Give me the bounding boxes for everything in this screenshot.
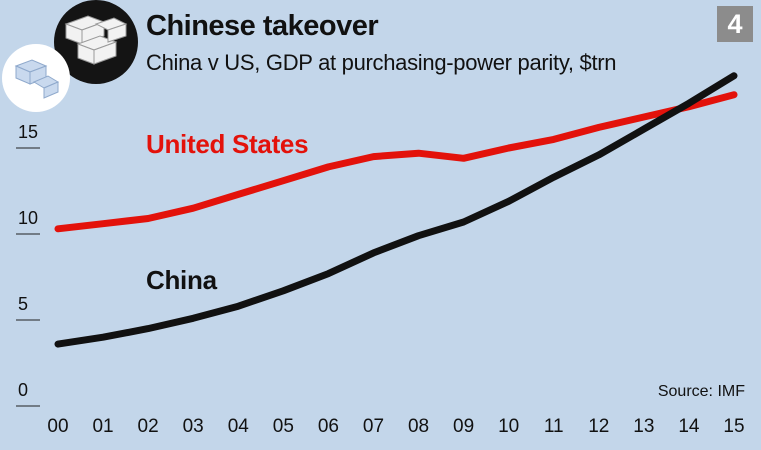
series-label-china: China: [146, 265, 217, 295]
chart-subtitle: China v US, GDP at purchasing-power pari…: [146, 50, 617, 75]
stacked-blocks-icon: [2, 0, 138, 112]
x-tick-label: 12: [588, 416, 610, 437]
x-tick-label: 04: [227, 416, 249, 437]
chart-title: Chinese takeover: [146, 10, 379, 42]
x-tick-label: 09: [453, 416, 475, 437]
x-tick-label: 00: [47, 416, 69, 437]
x-tick-label: 08: [407, 416, 430, 437]
series-label-united-states: United States: [146, 129, 309, 159]
y-tick-label: 0: [18, 380, 29, 400]
y-tick-label: 15: [18, 122, 39, 142]
y-tick-label: 5: [18, 294, 29, 314]
x-tick-label: 15: [723, 416, 745, 437]
x-tick-label: 13: [633, 416, 655, 437]
x-tick-label: 10: [498, 416, 520, 437]
series-line-china: [54, 72, 738, 348]
source-note: Source: IMF: [657, 383, 745, 400]
chart-number-badge: 4: [717, 6, 753, 42]
x-tick-label: 14: [678, 416, 700, 437]
x-tick-label: 05: [272, 416, 294, 437]
x-tick-label: 07: [362, 416, 385, 437]
x-tick-label: 01: [92, 416, 114, 437]
series-line-united-states: [54, 91, 738, 233]
x-tick-label: 03: [182, 416, 204, 437]
x-tick-label: 06: [317, 416, 339, 437]
x-tick-label: 11: [543, 416, 564, 437]
y-tick-label: 10: [18, 208, 39, 228]
x-tick-label: 02: [137, 416, 159, 437]
